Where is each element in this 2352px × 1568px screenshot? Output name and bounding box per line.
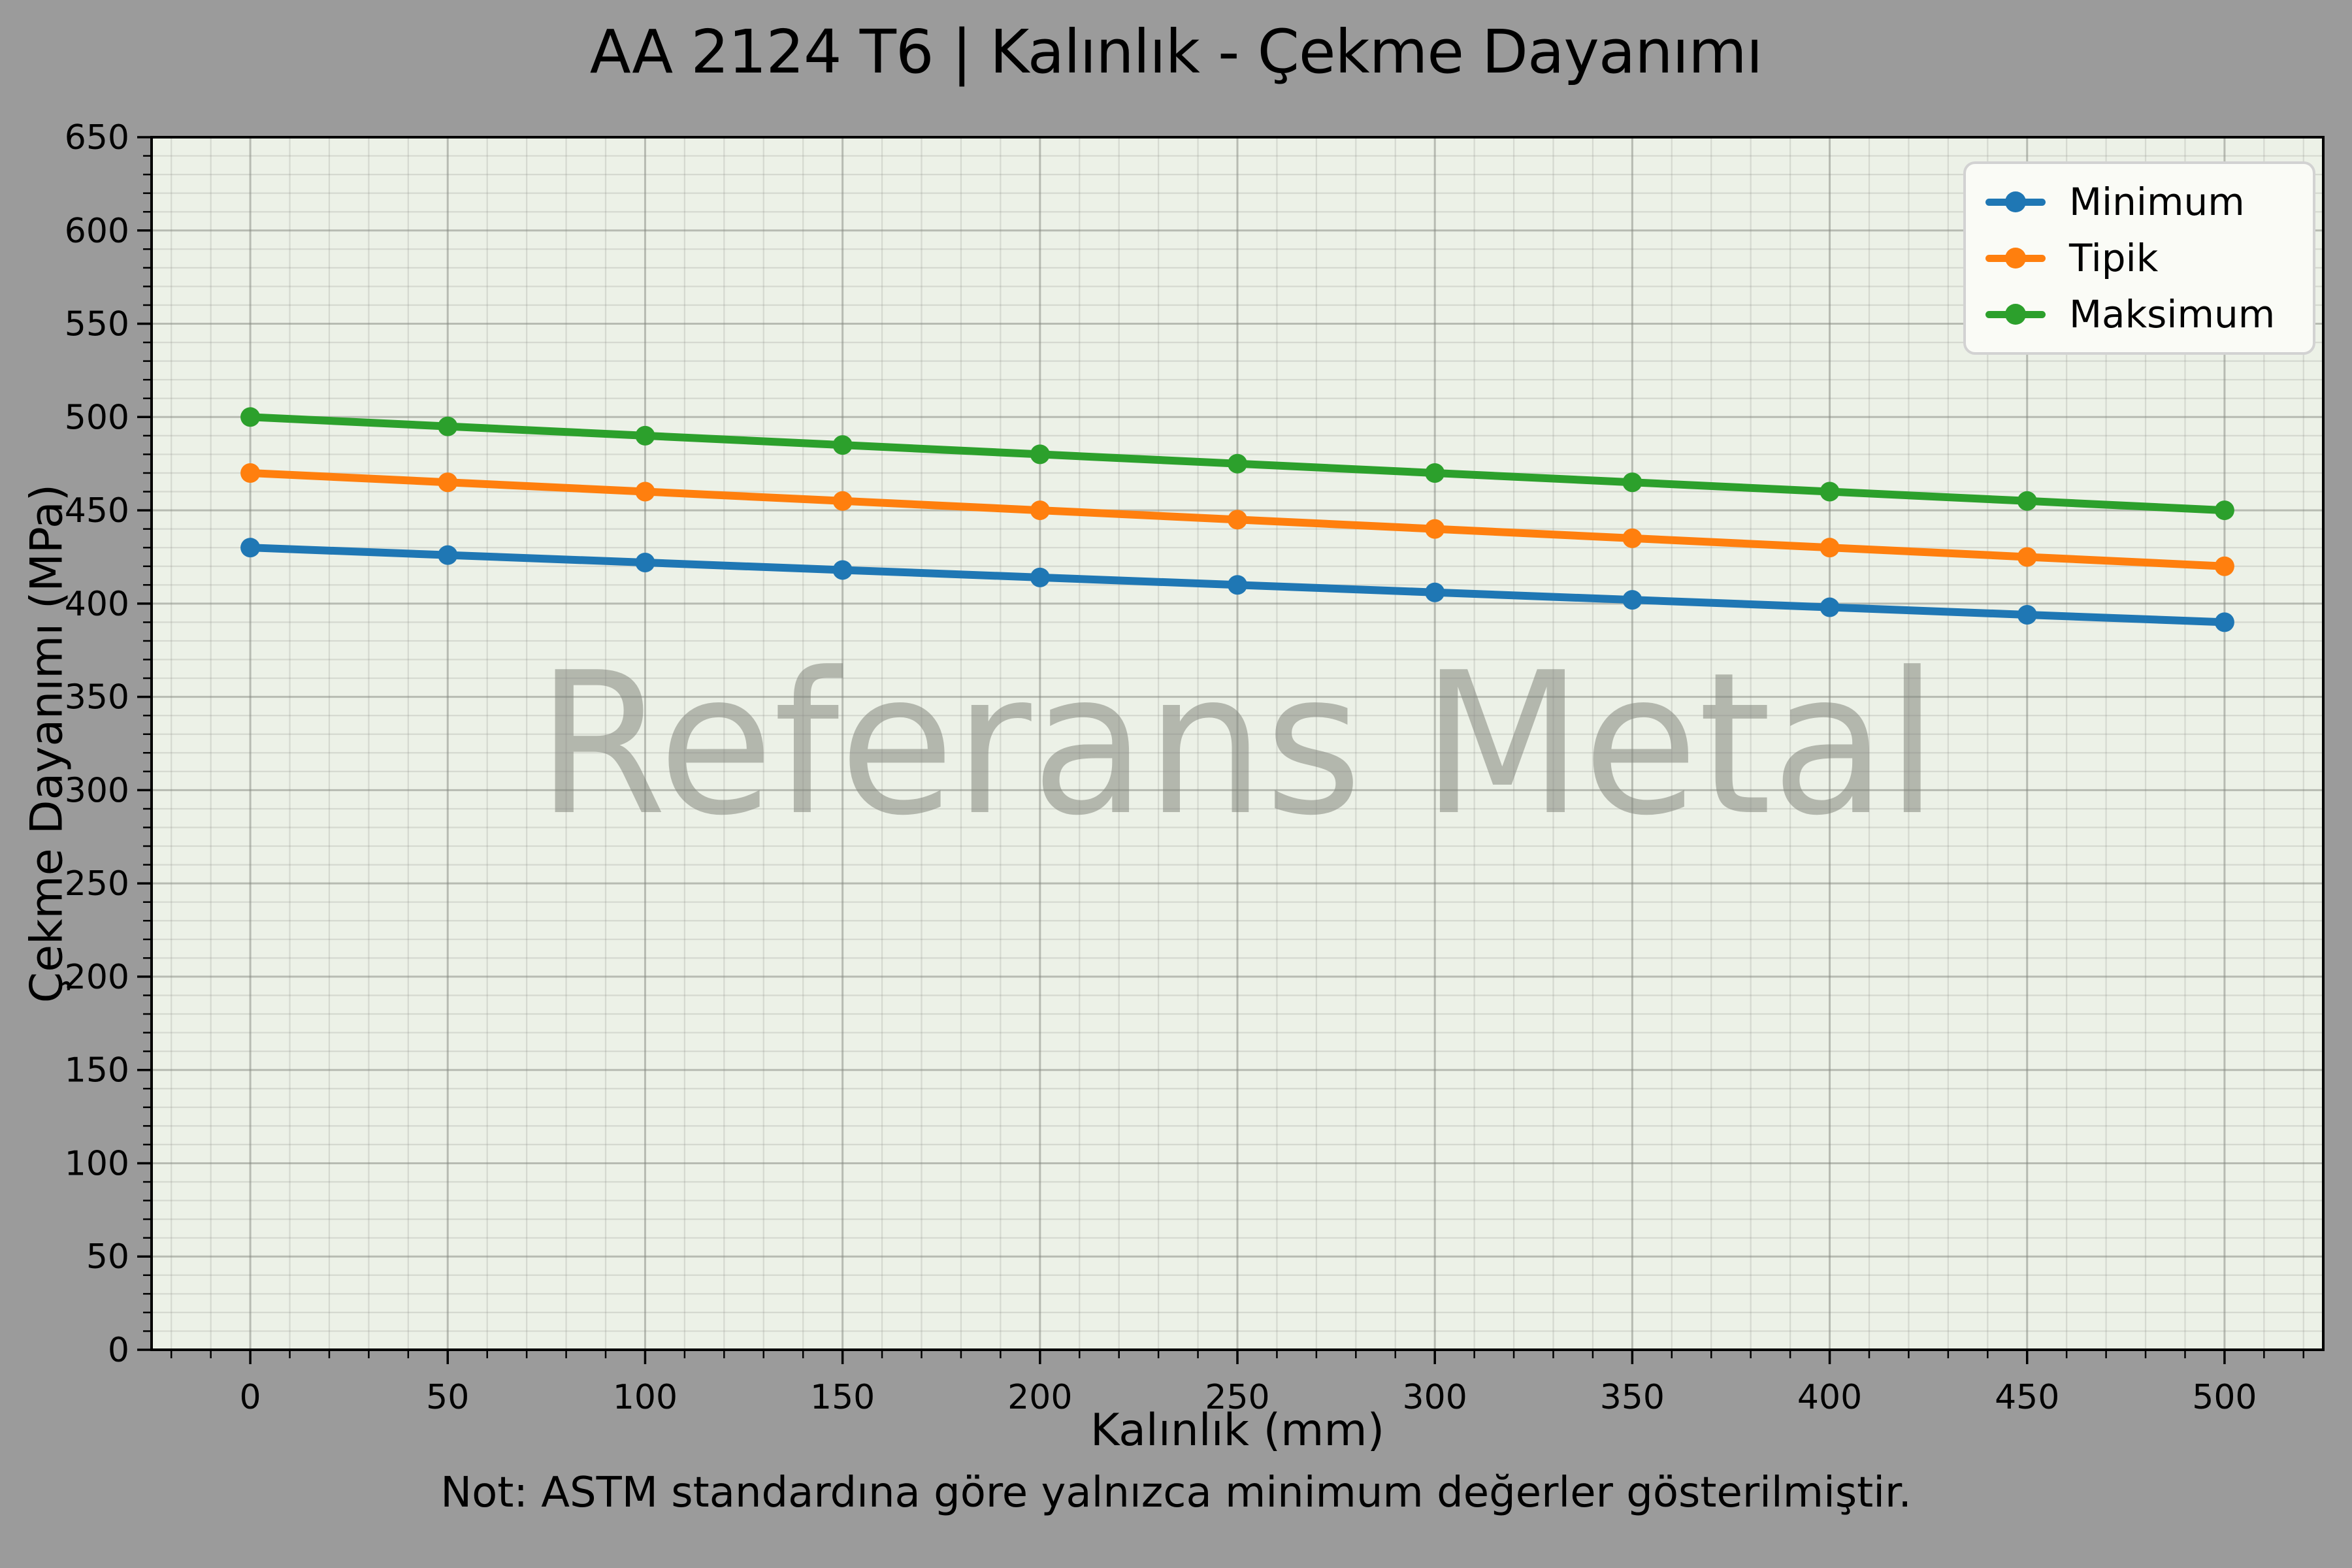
data-point (1228, 575, 1247, 595)
x-tick-label: 300 (1403, 1378, 1467, 1417)
data-point (1425, 463, 1445, 483)
legend-line-sample (1985, 304, 2046, 325)
y-axis-label: Çekme Dayanımı (MPa) (21, 483, 73, 1004)
data-point (635, 425, 655, 446)
data-point (635, 482, 655, 502)
data-point (1228, 453, 1247, 474)
y-tick-label: 50 (86, 1237, 129, 1277)
data-point (438, 472, 458, 493)
chart-title: AA 2124 T6 | Kalınlık - Çekme Dayanımı (589, 17, 1763, 87)
x-tick-label: 500 (2192, 1378, 2257, 1417)
legend-item-tipik: Tipik (1985, 233, 2275, 283)
data-point (438, 545, 458, 565)
data-point (1030, 500, 1050, 521)
data-point (1820, 482, 1840, 502)
data-point (2214, 556, 2234, 576)
y-tick-label: 450 (65, 491, 129, 531)
data-point (1622, 590, 1642, 610)
x-tick-label: 50 (426, 1378, 469, 1417)
y-tick-label: 350 (65, 678, 129, 717)
legend-label: Tipik (2069, 236, 2159, 280)
x-tick-label: 350 (1600, 1378, 1665, 1417)
legend-label: Minimum (2069, 180, 2245, 224)
x-tick-label: 400 (1797, 1378, 1862, 1417)
data-point (1820, 597, 1840, 617)
data-point (438, 416, 458, 436)
data-point (1030, 567, 1050, 587)
legend-line-sample (1985, 191, 2046, 212)
x-tick-label: 150 (810, 1378, 875, 1417)
legend-marker-icon (2005, 304, 2026, 325)
data-point (832, 435, 853, 455)
data-point (1425, 582, 1445, 602)
x-tick-label: 250 (1205, 1378, 1269, 1417)
y-tick-label: 550 (65, 305, 129, 344)
y-tick-label: 250 (65, 864, 129, 904)
chart-note: Not: ASTM standardına göre yalnızca mini… (440, 1469, 1912, 1517)
x-tick-label: 0 (240, 1378, 261, 1417)
data-point (1622, 528, 1642, 548)
y-tick-label: 300 (65, 771, 129, 810)
data-point (1228, 510, 1247, 530)
data-point (2214, 500, 2234, 521)
data-point (1030, 444, 1050, 465)
data-point (240, 463, 261, 483)
x-tick-label: 200 (1007, 1378, 1072, 1417)
data-point (2017, 491, 2037, 511)
legend-label: Maksimum (2069, 292, 2276, 336)
y-tick-label: 150 (65, 1051, 129, 1090)
legend-marker-icon (2005, 191, 2026, 212)
y-tick-label: 650 (65, 118, 129, 157)
data-point (832, 491, 853, 511)
y-tick-label: 400 (65, 585, 129, 624)
data-point (2017, 604, 2037, 625)
data-point (832, 560, 853, 580)
data-point (240, 407, 261, 427)
y-tick-label: 200 (65, 958, 129, 997)
legend-item-maksimum: Maksimum (1985, 289, 2275, 339)
y-tick-label: 600 (65, 212, 129, 251)
data-point (2214, 612, 2234, 632)
data-point (1425, 519, 1445, 539)
x-tick-label: 450 (1995, 1378, 2059, 1417)
data-point (635, 553, 655, 573)
y-tick-label: 500 (65, 398, 129, 437)
data-point (1622, 472, 1642, 493)
data-point (1820, 538, 1840, 558)
legend-item-minimum: Minimum (1985, 177, 2275, 227)
legend: Minimum Tipik Maksimum (1963, 161, 2316, 355)
x-tick-label: 100 (613, 1378, 678, 1417)
x-axis-label: Kalınlık (mm) (1090, 1405, 1385, 1456)
legend-line-sample (1985, 248, 2046, 269)
data-point (2017, 547, 2037, 567)
data-point (240, 538, 261, 558)
legend-marker-icon (2005, 248, 2026, 269)
y-tick-label: 100 (65, 1144, 129, 1183)
y-tick-label: 0 (108, 1331, 129, 1370)
